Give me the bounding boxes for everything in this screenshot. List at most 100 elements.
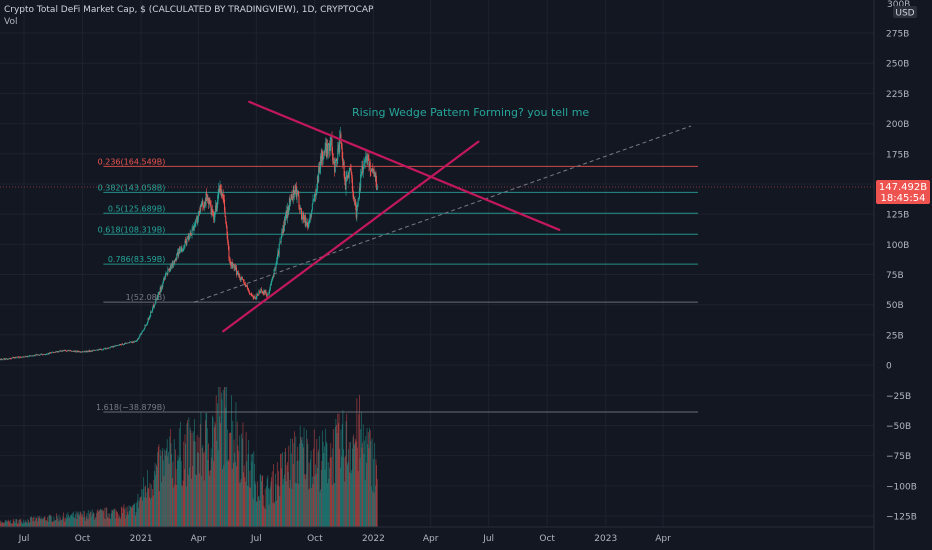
candle-body: [186, 238, 188, 244]
volume-bar: [33, 521, 35, 527]
candle-body: [115, 345, 117, 347]
volume-bar: [116, 511, 118, 527]
volume-bar: [89, 511, 91, 527]
candle-body: [137, 338, 139, 340]
volume-bar: [324, 446, 325, 527]
candle-body: [96, 349, 98, 351]
volume-bar: [353, 444, 355, 527]
volume-bar: [361, 447, 363, 527]
candle-body: [42, 354, 44, 355]
candle-body: [267, 293, 269, 296]
volume-bar: [113, 508, 115, 527]
time-tick-label: Oct: [307, 534, 323, 544]
candle-body: [116, 345, 118, 346]
volume-bar: [42, 519, 43, 527]
candle-body: [118, 344, 120, 346]
candle-body: [44, 354, 46, 355]
candle-body: [0, 359, 1, 360]
volume-bar: [371, 438, 373, 527]
volume-bar: [359, 395, 360, 527]
volume-bar: [64, 517, 66, 527]
volume-bar: [289, 479, 291, 527]
candle-body: [57, 351, 59, 353]
volume-bar: [373, 458, 374, 527]
price-countdown: 18:45:54: [881, 193, 926, 204]
candle-body: [166, 273, 168, 274]
candle-body: [195, 217, 197, 220]
candle-body: [194, 224, 196, 227]
volume-bar: [169, 436, 171, 527]
volume-bar: [36, 517, 38, 527]
fib-retracement[interactable]: 0.236(164.549B) 0.382(143.058B) 0.5(125.68…: [96, 157, 698, 413]
volume-bar: [20, 518, 22, 527]
candle-body: [285, 214, 287, 221]
currency-badge[interactable]: [893, 6, 917, 18]
volume-bar: [144, 486, 146, 527]
wedge-line-lower-support[interactable]: [222, 140, 480, 333]
volume-bar: [57, 518, 59, 527]
volume-bar: [328, 478, 330, 527]
volume-bar: [115, 510, 117, 527]
trend-extension-line[interactable]: [193, 125, 692, 303]
volume-bar: [267, 475, 269, 527]
volume-bar: [291, 488, 293, 527]
candle-body: [251, 294, 253, 296]
candle-body: [29, 355, 31, 357]
candle-body: [236, 267, 238, 275]
candle-body: [325, 142, 327, 149]
candle-body: [225, 222, 227, 227]
volume-bar: [222, 469, 223, 527]
wedge-line-upper-resistance[interactable]: [248, 100, 561, 231]
candle-body: [318, 167, 320, 182]
volume-bar: [276, 462, 278, 527]
candle-body: [296, 194, 298, 198]
candle-body: [53, 352, 55, 354]
volume-bar: [183, 468, 185, 527]
candle-body: [275, 264, 277, 269]
volume-bar: [264, 508, 265, 527]
price-tick-label: −100B: [886, 482, 917, 492]
candle-body: [234, 266, 236, 268]
time-tick-label: Apr: [655, 534, 671, 544]
candle-body: [295, 186, 297, 198]
annotation-text[interactable]: Rising Wedge Pattern Forming? you tell m…: [352, 106, 589, 119]
volume-bar: [366, 428, 368, 527]
volume-bar: [97, 509, 99, 527]
candle-body: [205, 192, 207, 205]
current-price-tag: 147.492B 18:45:54: [876, 179, 930, 204]
volume-bar: [313, 448, 314, 527]
candle-body: [122, 343, 124, 345]
price-scale[interactable]: [874, 0, 932, 550]
candle-body: [134, 340, 136, 342]
volume-bar: [230, 433, 232, 527]
volume-bar: [71, 514, 73, 527]
volume-bar: [2, 522, 4, 527]
candle-body: [235, 267, 237, 270]
volume-label: Vol: [4, 17, 17, 27]
volume-bar: [195, 474, 197, 527]
candle-body: [265, 290, 267, 295]
candle-body: [58, 351, 60, 352]
price-tick-label: 100B: [886, 241, 909, 251]
candle-body: [290, 194, 292, 200]
drawings[interactable]: [193, 100, 692, 333]
volume-bar: [70, 514, 72, 527]
candle-body: [353, 199, 355, 202]
candle-body: [63, 350, 65, 351]
candle-body: [51, 352, 53, 354]
candle-body: [43, 354, 45, 355]
candle-body: [72, 351, 74, 352]
volume-bar: [56, 516, 58, 527]
volume-bar: [169, 428, 171, 527]
volume-bar: [176, 484, 178, 527]
volume-bar: [367, 432, 369, 527]
volume-bar: [125, 507, 127, 527]
candle-body: [126, 342, 128, 344]
volume-bar: [108, 513, 110, 527]
volume-bar: [77, 512, 78, 527]
volume-bar: [166, 439, 168, 527]
candle-body: [260, 289, 262, 292]
volume-bar: [334, 426, 336, 527]
